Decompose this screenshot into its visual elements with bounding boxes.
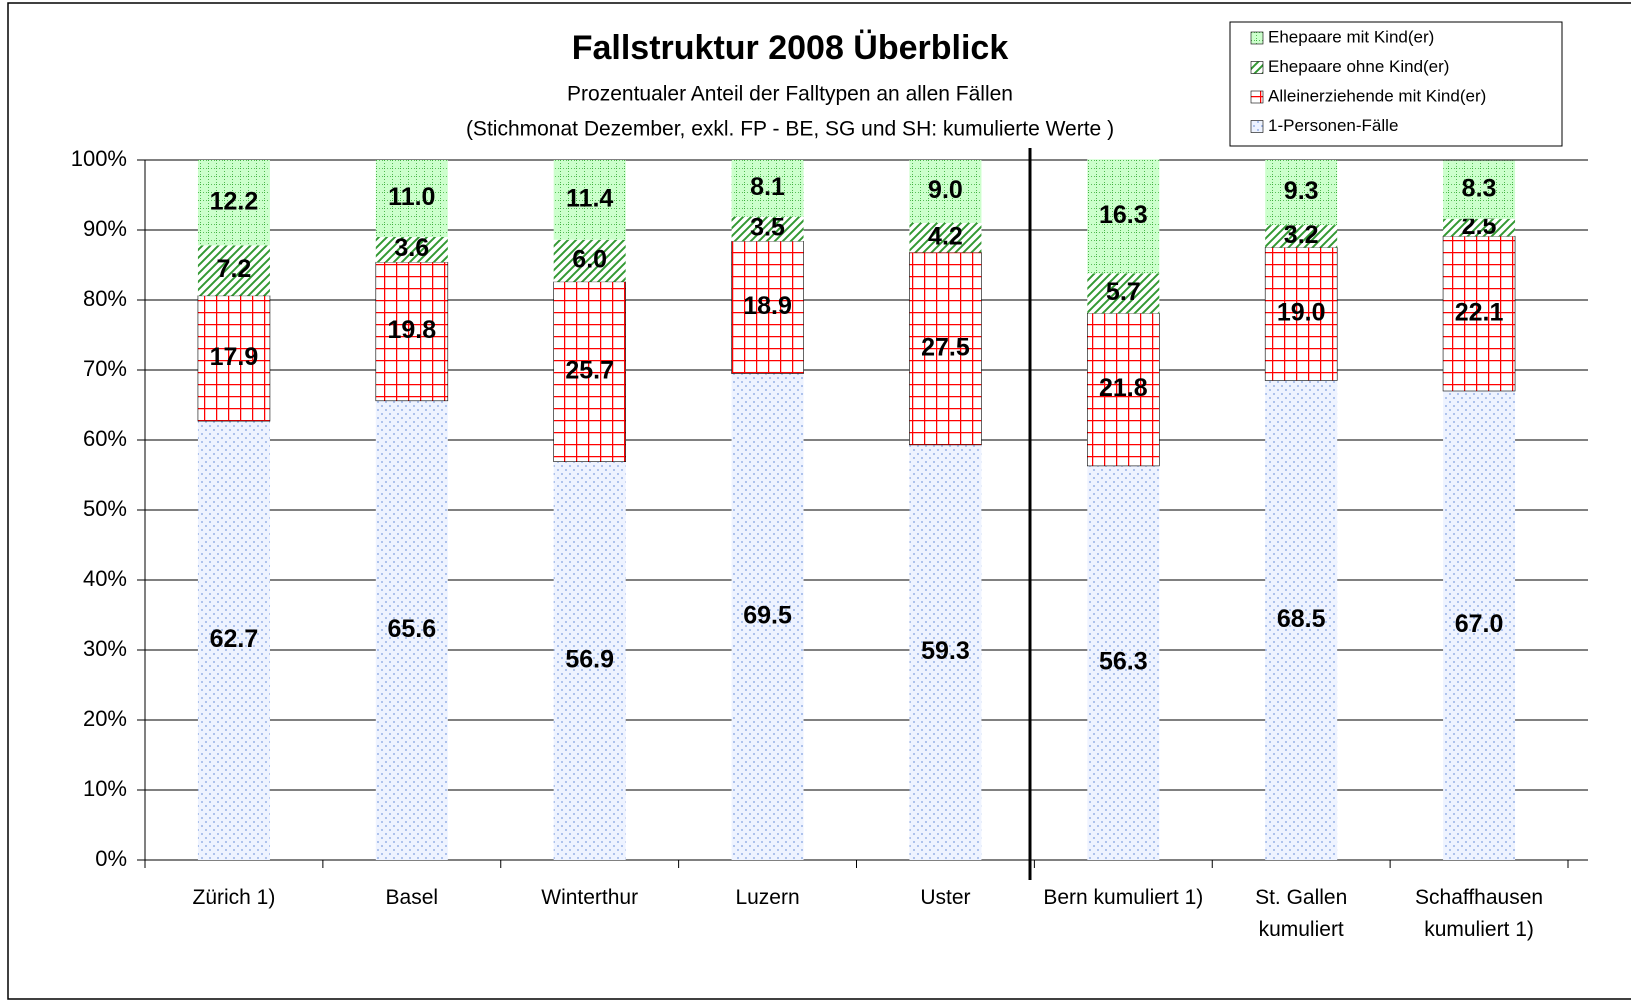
bar-segment xyxy=(1264,247,1338,381)
bar-segment xyxy=(553,160,626,240)
data-label: 62.7 xyxy=(210,625,259,653)
data-label: 9.0 xyxy=(928,176,963,204)
bar-segment xyxy=(1087,159,1160,274)
data-label: 18.9 xyxy=(743,292,792,320)
chart-subtitle: (Stichmonat Dezember, exkl. FP - BE, SG … xyxy=(466,118,1114,141)
data-label: 9.3 xyxy=(1284,177,1319,205)
y-tick-label: 20% xyxy=(83,706,127,731)
legend-label: Ehepaare mit Kind(er) xyxy=(1268,27,1434,46)
data-label: 25.7 xyxy=(565,356,614,384)
data-label: 3.2 xyxy=(1284,221,1319,249)
chart-border xyxy=(7,2,1631,1000)
bar-segment xyxy=(731,373,804,860)
bar-segment xyxy=(1443,160,1516,219)
legend-swatch xyxy=(1250,120,1264,133)
x-tick-label: Basel xyxy=(385,886,439,909)
legend-swatch xyxy=(1250,31,1264,45)
data-label: 16.3 xyxy=(1099,201,1148,229)
bar-segment xyxy=(197,160,270,246)
data-label: 7.2 xyxy=(217,255,252,283)
bar-segment xyxy=(731,160,804,217)
data-label: 27.5 xyxy=(921,333,970,361)
y-tick-label: 0% xyxy=(95,846,127,871)
bar-segment xyxy=(1442,236,1516,392)
data-label: 65.6 xyxy=(387,615,436,643)
bar-segment xyxy=(1087,312,1160,467)
data-label: 4.2 xyxy=(928,222,963,250)
y-tick-label: 70% xyxy=(83,356,127,381)
data-label: 56.3 xyxy=(1099,648,1148,676)
data-label: 69.5 xyxy=(743,601,792,629)
data-label: 6.0 xyxy=(572,245,607,273)
bar-segment xyxy=(1443,391,1516,860)
data-label: 59.3 xyxy=(921,637,970,665)
bar-segment xyxy=(553,281,626,462)
bar-segment xyxy=(909,252,982,446)
data-label: 8.3 xyxy=(1462,174,1497,202)
y-tick-label: 50% xyxy=(83,496,127,521)
x-tick-label: Luzern xyxy=(735,886,800,909)
x-tick-label: Schaffhausen kumuliert 1) xyxy=(1415,886,1544,941)
bar-segment xyxy=(1265,225,1338,248)
y-tick-label: 60% xyxy=(83,426,127,451)
bar-segment xyxy=(553,239,626,282)
data-label: 19.0 xyxy=(1277,299,1326,327)
data-label: 12.2 xyxy=(210,187,259,215)
legend-swatch xyxy=(1250,90,1264,104)
data-label: 67.0 xyxy=(1455,610,1504,638)
legend-box xyxy=(1229,21,1563,147)
x-tick-label: Uster xyxy=(920,886,971,909)
legend-label: Ehepaare ohne Kind(er) xyxy=(1268,57,1449,76)
bar-segment xyxy=(1443,218,1516,237)
data-label: 11.4 xyxy=(566,185,613,213)
bar-segment xyxy=(1265,160,1338,226)
legend-label: Alleinerziehende mit Kind(er) xyxy=(1268,86,1486,105)
bar-segment xyxy=(909,160,982,223)
legend-swatch xyxy=(1250,61,1264,74)
x-tick-label: Zürich 1) xyxy=(192,886,276,909)
x-tick-label: Bern kumuliert 1) xyxy=(1043,886,1204,909)
bar-segment xyxy=(1087,273,1160,314)
bar-segment xyxy=(1087,465,1160,860)
data-label: 17.9 xyxy=(210,343,259,371)
bar-segment xyxy=(197,421,270,860)
bar-segment xyxy=(375,261,449,402)
y-tick-label: 10% xyxy=(83,776,127,801)
bar-segment xyxy=(375,400,448,860)
bar-segment xyxy=(1265,380,1338,860)
chart-subtitle: Prozentualer Anteil der Falltypen an all… xyxy=(567,83,1013,106)
data-label: 5.7 xyxy=(1106,278,1141,306)
bar-segment xyxy=(909,444,982,860)
bar-segment xyxy=(375,237,448,263)
data-label: 19.8 xyxy=(387,316,436,344)
bar-segment xyxy=(909,223,982,253)
data-label: 22.1 xyxy=(1455,298,1504,326)
y-tick-label: 80% xyxy=(83,286,127,311)
x-tick-label: Winterthur xyxy=(541,886,639,909)
y-tick-label: 90% xyxy=(83,216,127,241)
chart-title: Fallstruktur 2008 Überblick xyxy=(572,29,1009,67)
x-tick-label: St. Gallen kumuliert xyxy=(1255,886,1348,941)
bar-segment xyxy=(197,245,270,296)
data-label: 3.5 xyxy=(750,214,785,242)
bar-segment xyxy=(731,240,804,374)
data-label: 21.8 xyxy=(1099,374,1148,402)
bar-segment xyxy=(731,216,804,242)
legend-label: 1-Personen-Fälle xyxy=(1268,116,1398,135)
data-label: 68.5 xyxy=(1277,605,1326,633)
y-tick-label: 100% xyxy=(71,146,127,171)
y-tick-label: 40% xyxy=(83,566,127,591)
data-label: 56.9 xyxy=(565,645,614,673)
bar-segment xyxy=(375,160,448,237)
data-label: 8.1 xyxy=(750,173,785,201)
bar-segment xyxy=(197,295,271,422)
bar-segment xyxy=(553,461,626,860)
y-tick-label: 30% xyxy=(83,636,127,661)
data-label: 11.0 xyxy=(388,183,435,211)
data-label: 3.6 xyxy=(394,234,429,262)
